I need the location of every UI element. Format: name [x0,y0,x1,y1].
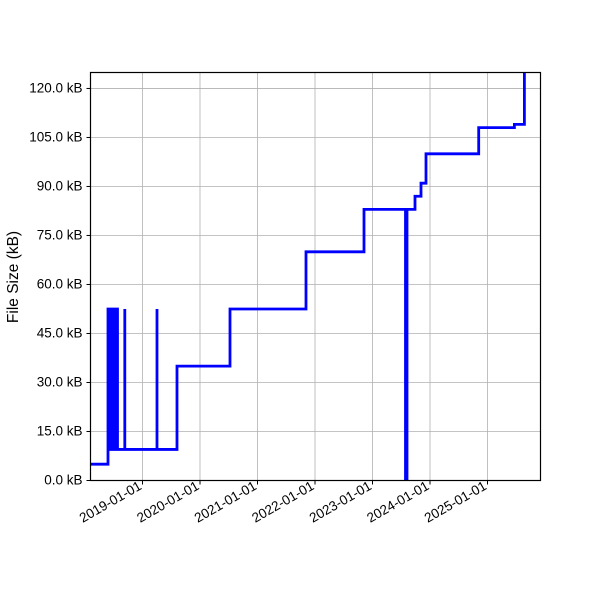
svg-text:30.0 kB: 30.0 kB [37,374,83,389]
svg-text:105.0 kB: 105.0 kB [29,129,82,144]
svg-text:60.0 kB: 60.0 kB [37,276,83,291]
svg-text:120.0 kB: 120.0 kB [29,80,82,95]
svg-text:75.0 kB: 75.0 kB [37,227,83,242]
svg-text:90.0 kB: 90.0 kB [37,178,83,193]
svg-text:File Size (kB): File Size (kB) [5,231,22,323]
svg-text:45.0 kB: 45.0 kB [37,325,83,340]
svg-text:0.0 kB: 0.0 kB [44,473,82,488]
svg-text:15.0 kB: 15.0 kB [37,424,83,439]
